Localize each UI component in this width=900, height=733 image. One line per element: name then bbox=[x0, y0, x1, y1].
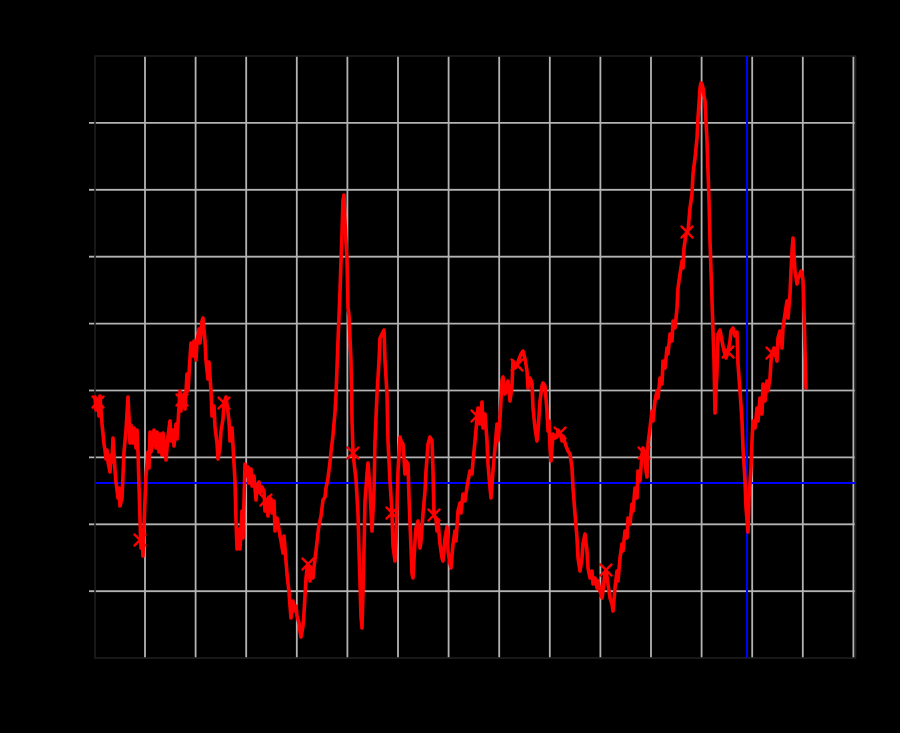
data-series-line bbox=[93, 81, 808, 639]
data-series-x-markers bbox=[91, 225, 779, 577]
grid-vertical-lines bbox=[144, 56, 855, 658]
plot-border bbox=[94, 55, 857, 659]
grid-horizontal-lines bbox=[89, 122, 856, 593]
crosshair-lines bbox=[95, 56, 856, 658]
